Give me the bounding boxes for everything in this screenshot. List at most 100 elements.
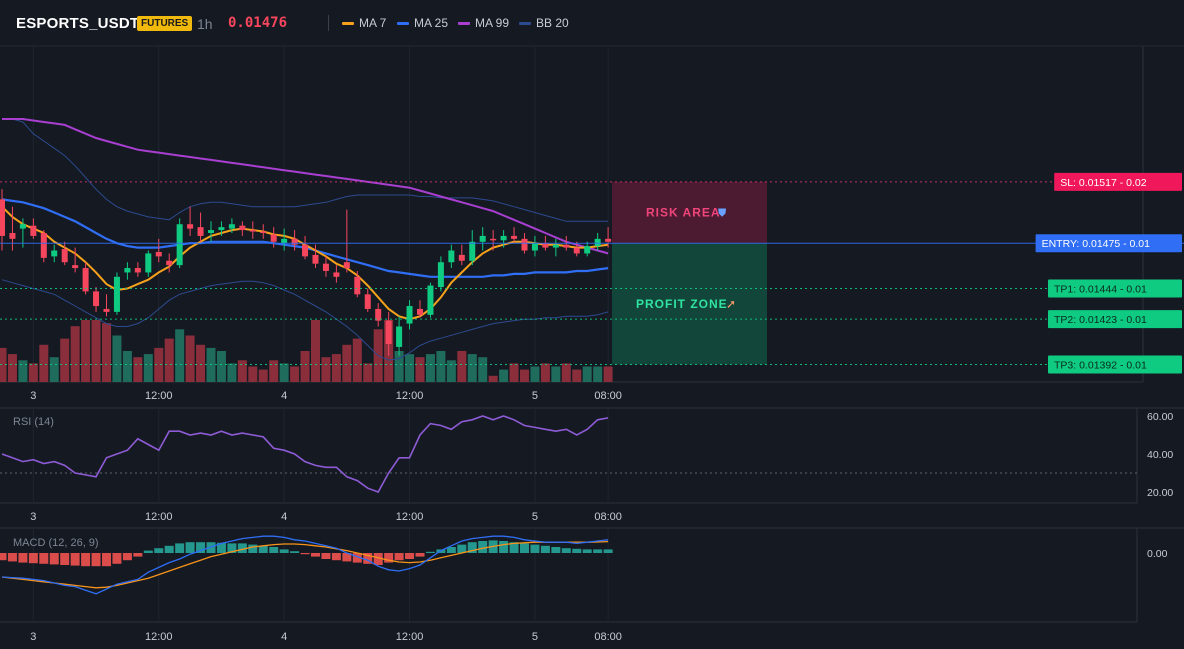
volume-bar (593, 366, 603, 382)
level-tag[interactable] (1048, 310, 1182, 329)
volume-bar (81, 320, 91, 382)
level-tag[interactable] (1048, 279, 1182, 298)
bb-upper-line (2, 118, 609, 222)
macd-pane: 0.00 (0, 535, 1168, 595)
profit-zone-label: PROFIT ZONE (636, 297, 728, 311)
rsi-tick-label: 60.00 (1147, 411, 1173, 423)
volume-bar (154, 347, 164, 382)
rsi-tick-label: 40.00 (1147, 449, 1173, 461)
time-tick-label: 5 (532, 390, 538, 402)
candle-body (385, 320, 392, 345)
candle-body (573, 247, 580, 254)
moving-averages (1, 118, 609, 321)
candle-body (584, 246, 591, 254)
interval-selector[interactable]: 1h (197, 16, 213, 32)
ma99-line (2, 118, 609, 255)
candle-body (396, 326, 403, 347)
macd-hist-bar (290, 551, 300, 553)
level-tag[interactable] (1048, 355, 1182, 374)
candle-body (166, 260, 173, 266)
rsi-tick-label: 20.00 (1147, 487, 1173, 499)
macd-hist-bar (457, 544, 467, 553)
time-tick-label: 3 (30, 631, 36, 643)
macd-hist-bar (405, 553, 415, 559)
ma7-swatch (342, 21, 354, 25)
macd-hist-bar (373, 553, 383, 565)
macd-hist-bar (572, 548, 582, 553)
candle-body (291, 238, 298, 245)
candle-body (469, 241, 476, 261)
level-tag[interactable] (1054, 172, 1182, 191)
symbol-name[interactable]: ESPORTS_USDT (16, 15, 140, 32)
macd-hist-bar (70, 553, 80, 566)
macd-hist-bar (425, 551, 435, 553)
volume-bar (551, 366, 561, 382)
volume-bar (269, 360, 279, 382)
candle-body (375, 308, 382, 321)
legend-ma7[interactable]: MA 7 (342, 16, 386, 30)
candle-body (605, 238, 612, 242)
macd-hist-bar (363, 553, 373, 564)
macd-hist-bar (28, 553, 38, 564)
candle-body (30, 225, 37, 236)
volume-bar (509, 363, 519, 382)
macd-hist-bar (352, 553, 362, 563)
volume-bar (363, 363, 373, 382)
macd-hist-bar (478, 541, 488, 553)
macd-hist-bar (582, 549, 592, 553)
candle-body (239, 225, 246, 231)
bollinger-bands (1, 118, 609, 361)
volume-bar (185, 335, 195, 382)
legend-ma25[interactable]: MA 25 (397, 16, 448, 30)
macd-hist-bar (196, 542, 206, 553)
volume-bar (28, 363, 38, 382)
candle-body (93, 291, 100, 307)
time-tick-label: 3 (30, 511, 36, 523)
macd-hist-bar (227, 543, 237, 553)
candle-body (521, 238, 528, 251)
candle-body (343, 262, 350, 269)
legend-ma25-label: MA 25 (414, 16, 449, 30)
volume-bar (49, 357, 59, 382)
macd-hist-bar (467, 542, 477, 553)
volume-bar (561, 363, 571, 382)
volume-bar (175, 329, 185, 382)
candle-body (500, 235, 507, 241)
candle-body (249, 230, 256, 232)
macd-hist-bar (122, 553, 132, 561)
level-tag[interactable] (1035, 234, 1182, 253)
time-tick-label: 12:00 (145, 631, 173, 643)
time-tick-label: 4 (281, 631, 287, 643)
candle-body (228, 224, 235, 229)
macd-hist-bar (91, 553, 101, 567)
candle-body (82, 268, 89, 292)
volume-bar (467, 354, 477, 382)
macd-hist-bar (520, 543, 529, 553)
level-tag-text: TP2: 0.01423 - 0.01 (1054, 314, 1147, 326)
candle-body (479, 235, 486, 242)
volume-bar (91, 320, 101, 382)
rsi-pane: 60.00 40.00 20.00 (0, 411, 1173, 499)
volume-bar (196, 344, 206, 382)
macd-hist-bar (102, 553, 111, 567)
legend-bb20[interactable]: BB 20 (519, 16, 569, 30)
macd-hist-bar (154, 548, 164, 553)
volume-bar (70, 326, 80, 382)
macd-hist-bar (248, 544, 258, 553)
volume-bar (237, 360, 247, 382)
legend-bb20-label: BB 20 (536, 16, 569, 30)
volume-bar (499, 369, 509, 382)
macd-hist-bar (216, 542, 226, 553)
volume-bar (18, 360, 28, 382)
macd-hist-bar (81, 553, 91, 567)
candle-body (427, 285, 434, 315)
volume-bars (0, 320, 613, 382)
time-tick-label: 08:00 (594, 631, 622, 643)
time-tick-label: 12:00 (396, 511, 424, 523)
time-tick-label: 12:00 (145, 390, 173, 402)
macd-hist-bar (175, 543, 185, 553)
macd-hist-bar (258, 545, 268, 553)
level-tag-text: TP3: 0.01392 - 0.01 (1054, 359, 1147, 371)
legend-ma99[interactable]: MA 99 (458, 16, 509, 30)
